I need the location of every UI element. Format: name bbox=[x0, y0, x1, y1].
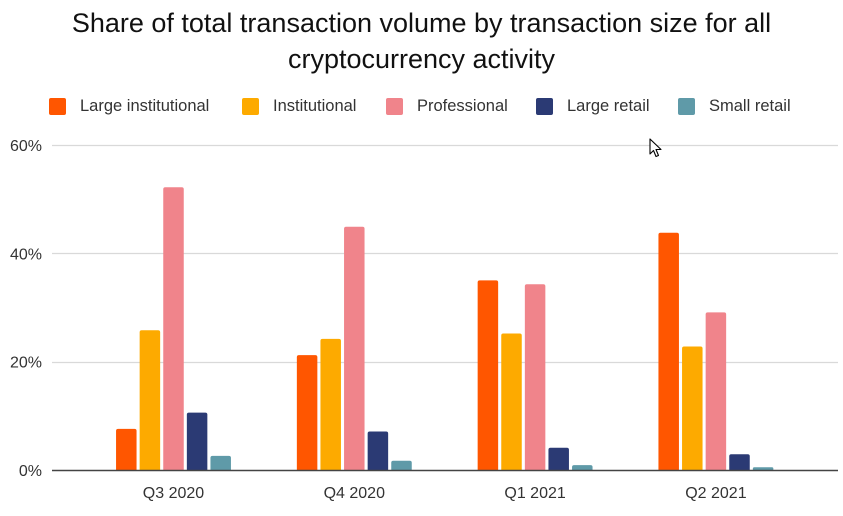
bar-large-retail-q4-2020[interactable] bbox=[367, 431, 389, 470]
legend-label: Large institutional bbox=[80, 96, 210, 115]
legend-swatch bbox=[536, 97, 553, 115]
y-axis: 0% 20% 40% 60% bbox=[10, 138, 42, 480]
bar-institutional-q4-2020[interactable] bbox=[320, 338, 341, 470]
bar-institutional-q2-2021[interactable] bbox=[682, 346, 703, 471]
legend-item-professional[interactable]: Professional bbox=[386, 96, 508, 116]
y-tick-label: 60% bbox=[10, 138, 42, 155]
x-tick-label: Q2 2021 bbox=[685, 485, 746, 502]
bars bbox=[116, 187, 774, 471]
bar-small-retail-q3-2020[interactable] bbox=[210, 455, 231, 470]
bar-large-institutional-q4-2020[interactable] bbox=[296, 355, 318, 470]
chart-title-line-1: Share of total transaction volume by tra… bbox=[71, 8, 772, 38]
bar-professional-q2-2021[interactable] bbox=[705, 312, 727, 470]
x-tick-label: Q3 2020 bbox=[143, 485, 204, 502]
legend-item-small-retail[interactable]: Small retail bbox=[678, 96, 791, 116]
bar-large-retail-q3-2020[interactable] bbox=[186, 412, 208, 470]
mouse-pointer-icon bbox=[649, 138, 662, 158]
legend-swatch bbox=[678, 97, 695, 115]
bar-large-retail-q2-2021[interactable] bbox=[729, 454, 750, 470]
bar-professional-q4-2020[interactable] bbox=[344, 226, 365, 470]
legend-swatch bbox=[386, 97, 403, 115]
bar-institutional-q3-2020[interactable] bbox=[139, 330, 161, 470]
legend-label: Professional bbox=[417, 96, 508, 115]
legend-label: Institutional bbox=[273, 96, 357, 115]
legend: Large institutional Institutional Profes… bbox=[0, 96, 843, 116]
bar-small-retail-q2-2021[interactable] bbox=[752, 467, 774, 470]
bar-institutional-q1-2021[interactable] bbox=[501, 333, 522, 471]
bar-small-retail-q4-2020[interactable] bbox=[391, 460, 412, 470]
bar-large-institutional-q2-2021[interactable] bbox=[658, 232, 679, 470]
legend-item-large-institutional[interactable]: Large institutional bbox=[49, 96, 209, 116]
y-tick-label: 0% bbox=[19, 463, 42, 480]
legend-item-institutional[interactable]: Institutional bbox=[242, 96, 356, 116]
legend-swatch bbox=[242, 97, 259, 115]
x-tick-label: Q4 2020 bbox=[324, 485, 385, 502]
bar-professional-q1-2021[interactable] bbox=[524, 284, 546, 470]
y-tick-label: 40% bbox=[10, 246, 42, 263]
legend-label: Large retail bbox=[567, 96, 650, 115]
chart-title-line-2: cryptocurrency activity bbox=[287, 44, 556, 74]
legend-swatch bbox=[49, 97, 66, 115]
legend-item-large-retail[interactable]: Large retail bbox=[536, 96, 650, 116]
legend-label: Small retail bbox=[709, 96, 791, 115]
bar-large-institutional-q1-2021[interactable] bbox=[477, 280, 499, 470]
bar-small-retail-q1-2021[interactable] bbox=[572, 465, 593, 470]
x-axis: Q3 2020 Q4 2020 Q1 2021 Q2 2021 bbox=[52, 469, 838, 502]
bar-large-retail-q1-2021[interactable] bbox=[548, 447, 569, 470]
bar-professional-q3-2020[interactable] bbox=[163, 187, 184, 470]
x-tick-label: Q1 2021 bbox=[504, 485, 565, 502]
bar-large-institutional-q3-2020[interactable] bbox=[116, 428, 137, 470]
y-tick-label: 20% bbox=[10, 355, 42, 372]
